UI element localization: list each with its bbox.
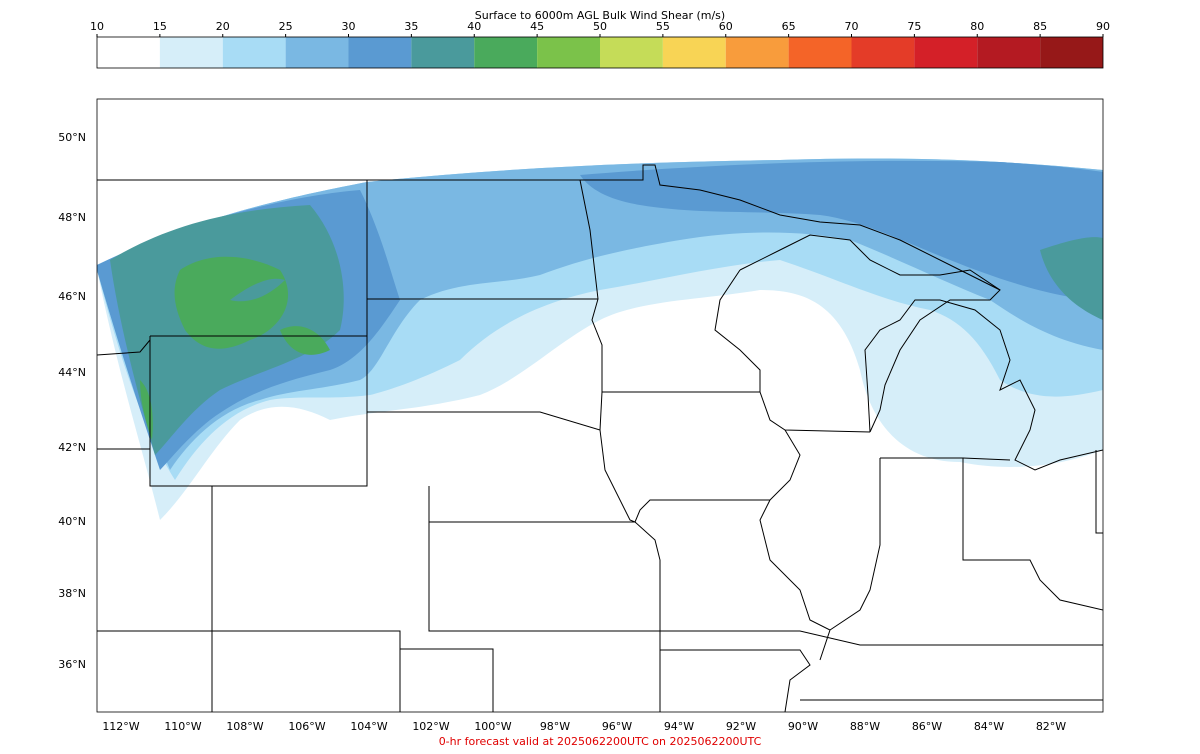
- colorbar-tick-label: 30: [342, 20, 356, 33]
- colorbar-bin: [914, 37, 978, 68]
- colorbar-tick-label: 85: [1033, 20, 1047, 33]
- lat-label: 40°N: [58, 515, 86, 528]
- shear-30-35: [97, 160, 1103, 471]
- border: [634, 429, 1103, 661]
- colorbar-bin: [285, 37, 349, 68]
- lon-label: 88°W: [850, 720, 880, 733]
- colorbar-tick-label: 10: [90, 20, 104, 33]
- lon-label: 112°W: [102, 720, 139, 733]
- colorbar-tick-label: 50: [593, 20, 607, 33]
- lat-label: 36°N: [58, 658, 86, 671]
- colorbar-tick-label: 90: [1096, 20, 1110, 33]
- colorbar-tick-label: 35: [404, 20, 418, 33]
- lat-label: 46°N: [58, 290, 86, 303]
- lat-label: 50°N: [58, 131, 86, 144]
- lon-label: 82°W: [1036, 720, 1066, 733]
- lon-label: 84°W: [974, 720, 1004, 733]
- border: [714, 234, 1001, 433]
- colorbar-tick-label: 20: [216, 20, 230, 33]
- map: [97, 99, 1103, 712]
- colorbar-bin: [222, 37, 286, 68]
- colorbar-tick-label: 70: [845, 20, 859, 33]
- lat-label: 48°N: [58, 211, 86, 224]
- colorbar-bin: [600, 37, 663, 68]
- colorbar-bin: [348, 37, 412, 68]
- lon-label: 86°W: [912, 720, 942, 733]
- lon-label: 90°W: [788, 720, 818, 733]
- lon-label: 102°W: [412, 720, 449, 733]
- lon-label: 94°W: [664, 720, 694, 733]
- lon-label: 92°W: [726, 720, 756, 733]
- shear-40-45: [140, 256, 330, 440]
- border: [579, 179, 871, 712]
- colorbar-bin: [851, 37, 915, 68]
- lon-label: 96°W: [602, 720, 632, 733]
- colorbar-bin: [474, 37, 538, 68]
- footer: 0-hr forecast valid at 2025062200UTC on …: [439, 735, 762, 748]
- lon-label: 108°W: [226, 720, 263, 733]
- colorbar-title: Surface to 6000m AGL Bulk Wind Shear (m/…: [475, 9, 725, 22]
- lon-label: 110°W: [164, 720, 201, 733]
- colorbar-tick-label: 25: [279, 20, 293, 33]
- lon-label: 100°W: [474, 720, 511, 733]
- colorbar: 10 15 20 25 30 35 40 45 50 55 60 65 70 75 80 85 90: [90, 20, 1110, 68]
- colorbar-frame: [96, 36, 1104, 69]
- colorbar-tick-label: 65: [782, 20, 796, 33]
- colorbar-tick-label: 60: [719, 20, 733, 33]
- lon-label: 104°W: [350, 720, 387, 733]
- axis-labels: 50°N 48°N 46°N 44°N 42°N 40°N 38°N 36°N 112°W 110…: [58, 131, 1066, 733]
- colorbar-tick-label: 80: [970, 20, 984, 33]
- colorbar-tick-label: 45: [530, 20, 544, 33]
- colorbar-bin: [662, 37, 726, 68]
- colorbar-bin: [537, 37, 600, 68]
- colorbar-bin: [977, 37, 1041, 68]
- colorbar-tick-label: 55: [656, 20, 670, 33]
- shear-35-40: [230, 278, 285, 302]
- lat-label: 38°N: [58, 587, 86, 600]
- lon-label: 106°W: [288, 720, 325, 733]
- lon-label: 98°W: [540, 720, 570, 733]
- border: [864, 299, 1103, 534]
- colorbar-tick-label: 75: [907, 20, 921, 33]
- map-frame: [96, 98, 1104, 713]
- colorbar-bin: [1040, 37, 1103, 68]
- border: [97, 164, 1001, 291]
- colorbar-bin: [411, 37, 475, 68]
- colorbar-bin: [97, 37, 160, 68]
- colorbar-bin: [788, 37, 852, 68]
- colorbar-bin: [159, 37, 223, 68]
- lat-label: 44°N: [58, 366, 86, 379]
- colorbar-tick-label: 15: [153, 20, 167, 33]
- border: [660, 630, 1103, 701]
- colorbar-bin: [725, 37, 789, 68]
- lat-label: 42°N: [58, 441, 86, 454]
- colorbar-tick-label: 40: [467, 20, 481, 33]
